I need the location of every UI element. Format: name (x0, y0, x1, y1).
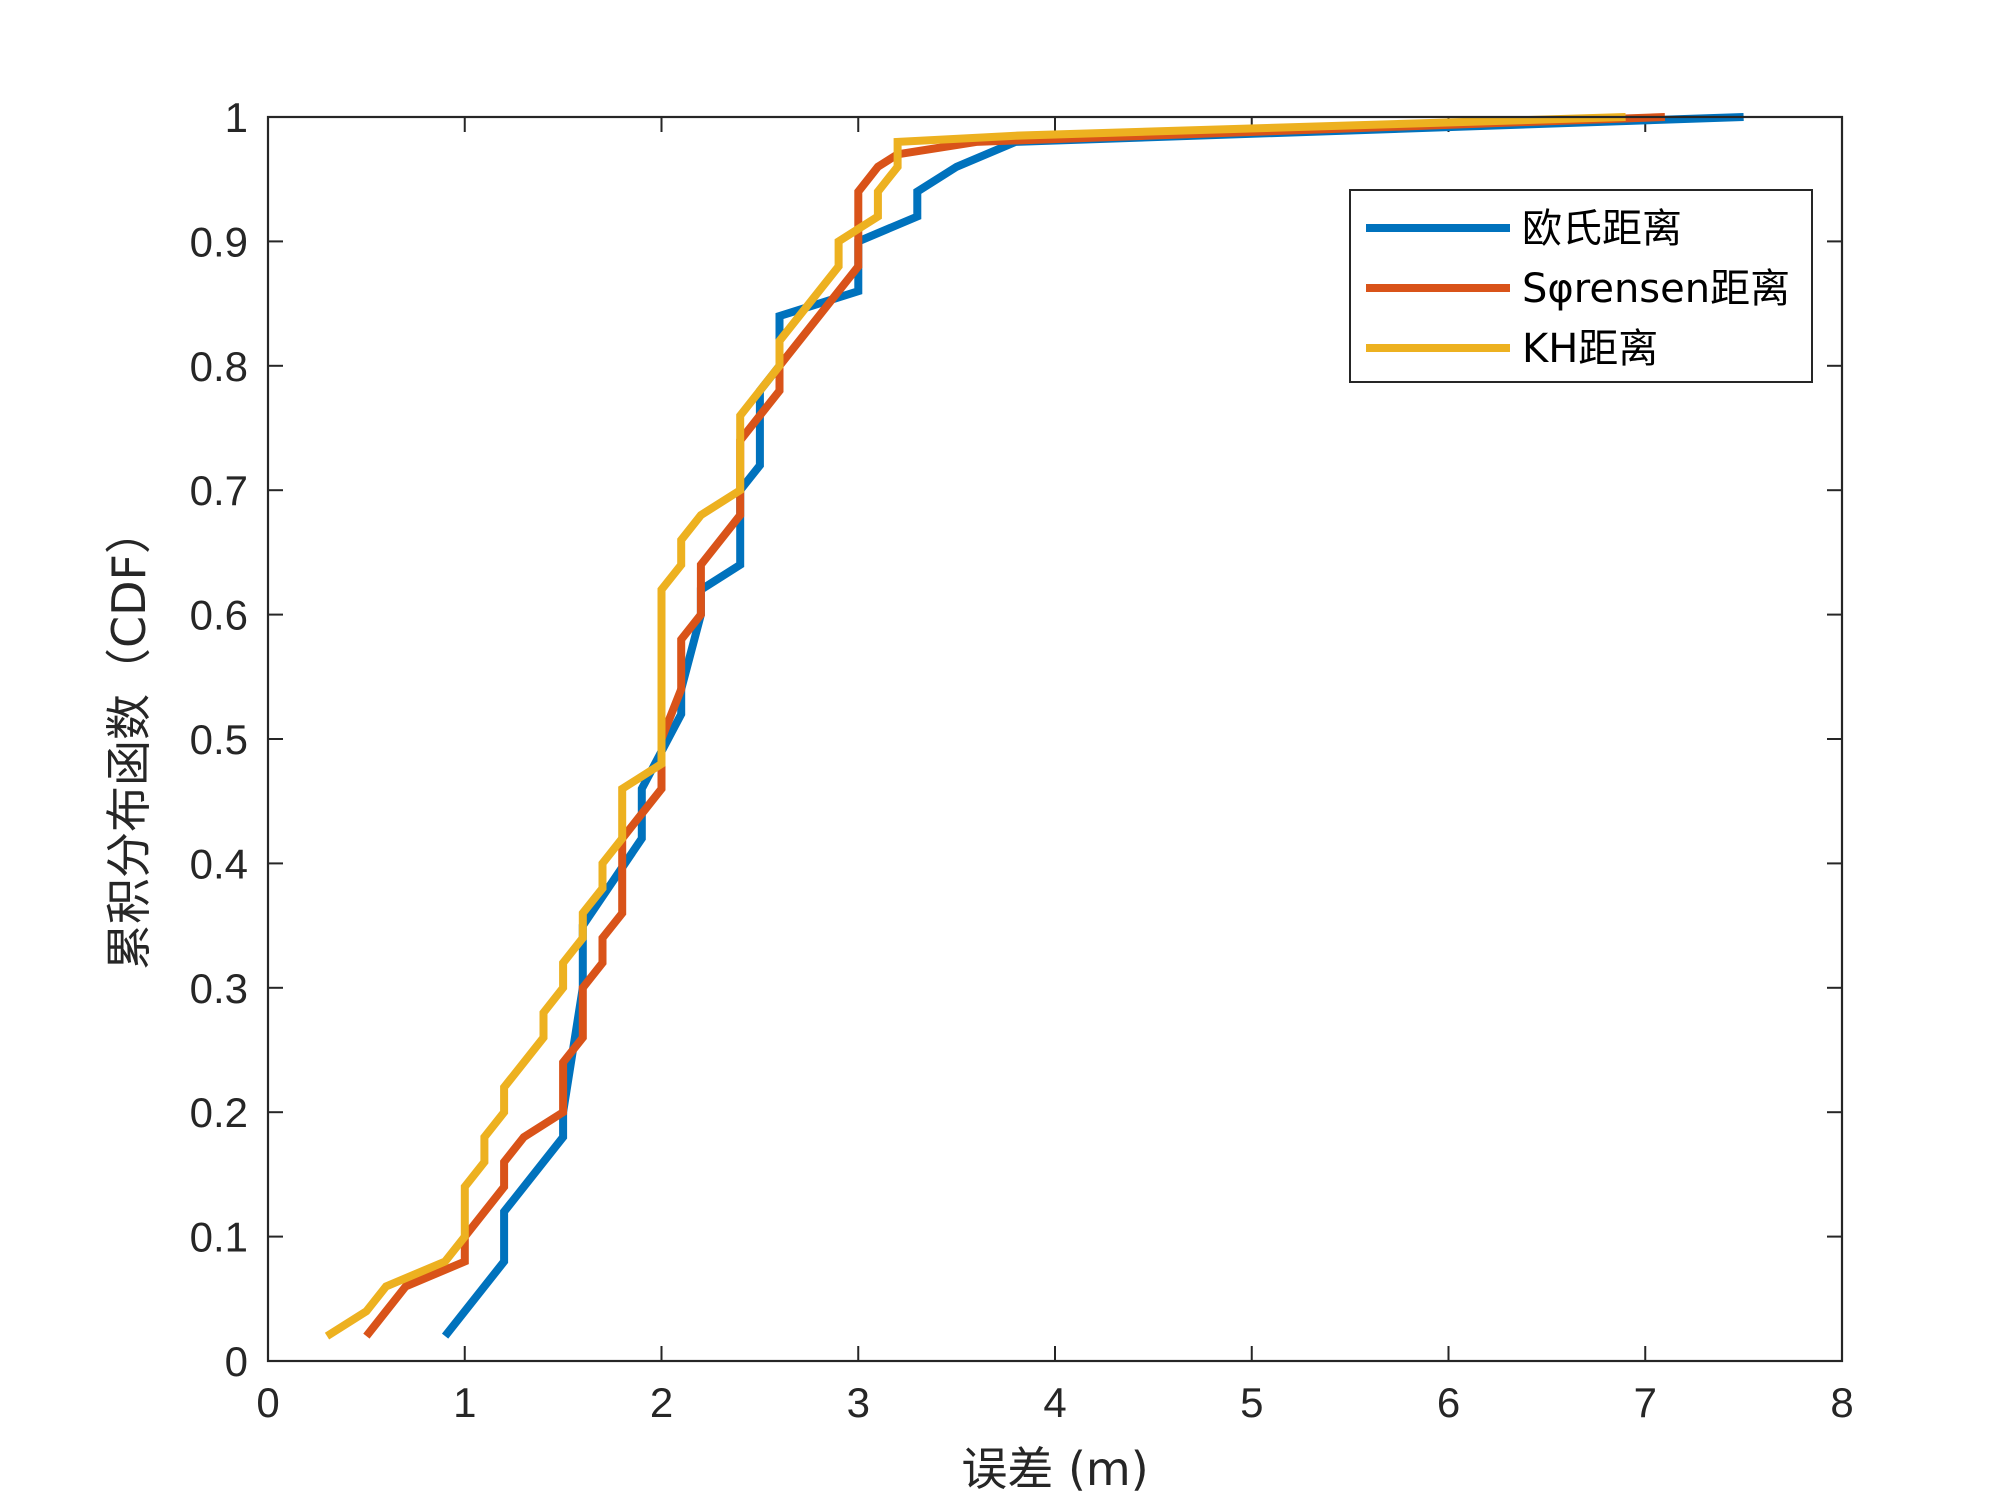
y-tick-label: 0.4 (190, 840, 248, 887)
y-tick-label: 1 (225, 94, 248, 141)
tick-labels: 0 1 2 3 4 5 6 7 8 0 0.1 0.2 0.3 0.4 0.5 0.6 0.7 0.8 0.9 1 (190, 94, 1854, 1426)
series-lines (324, 113, 1744, 1340)
x-tick-label: 4 (1043, 1379, 1066, 1426)
x-tick-label: 3 (847, 1379, 870, 1426)
axes-box (266, 115, 1844, 1363)
x-tick-label: 7 (1634, 1379, 1657, 1426)
x-tick-label: 5 (1240, 1379, 1263, 1426)
legend-label-3: KH距离 (1522, 326, 1658, 372)
legend-label-1: 欧氏距离 (1522, 206, 1682, 252)
x-tick-label: 6 (1437, 1379, 1460, 1426)
x-tick-label: 2 (650, 1379, 673, 1426)
legend: 欧氏距离 Sφrensen距离 KH距离 (1349, 189, 1813, 383)
x-tick-label: 0 (256, 1379, 279, 1426)
x-tick-label: 8 (1830, 1379, 1853, 1426)
legend-label-2: Sφrensen距离 (1522, 266, 1790, 312)
y-tick-label: 0.5 (190, 716, 248, 763)
y-tick-label: 0.2 (190, 1089, 248, 1136)
y-tick-label: 0.9 (190, 218, 248, 265)
y-tick-label: 0.8 (190, 343, 248, 390)
y-tick-label: 0 (225, 1338, 248, 1385)
series-line-3 (324, 113, 1626, 1340)
x-tick-label: 1 (453, 1379, 476, 1426)
y-axis-label: 累积分布函数（CDF） (102, 508, 156, 970)
y-tick-label: 0.1 (190, 1214, 248, 1261)
y-tick-label: 0.7 (190, 467, 248, 514)
x-axis-label: 误差 (m) (961, 1442, 1148, 1496)
y-tick-label: 0.6 (190, 592, 248, 639)
series-line-2 (363, 113, 1666, 1339)
y-tick-label: 0.3 (190, 965, 248, 1012)
